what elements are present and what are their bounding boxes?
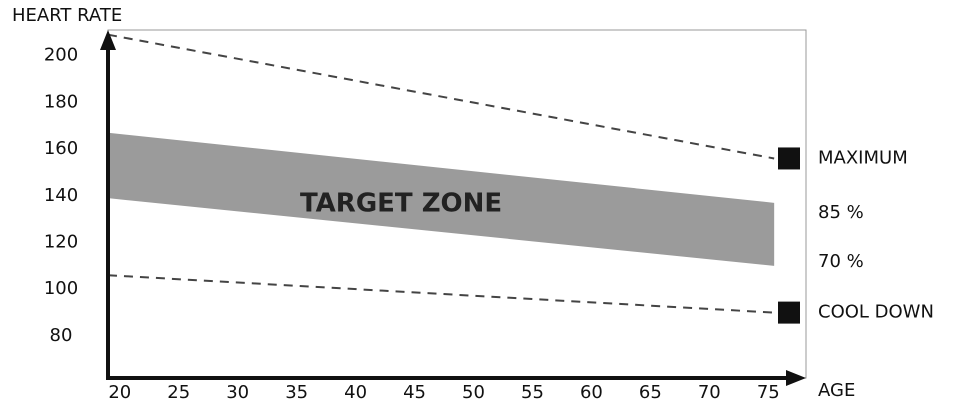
x-tick-label: 75 <box>757 382 780 403</box>
x-tick-label: 60 <box>580 382 603 403</box>
x-tick-label: 40 <box>344 382 367 403</box>
band-upper-label: 85 % <box>818 202 864 223</box>
x-tick-label: 55 <box>521 382 544 403</box>
x-tick-label: 35 <box>285 382 308 403</box>
band-lower-label: 70 % <box>818 251 864 272</box>
y-tick-label: 160 <box>44 138 78 159</box>
target-zone <box>108 132 775 266</box>
x-tick-label: 70 <box>698 382 721 403</box>
legend-marker <box>778 147 800 170</box>
x-tick-label: 50 <box>462 382 485 403</box>
legend-label: COOL DOWN <box>818 302 934 323</box>
legend-marker <box>778 301 800 324</box>
y-tick-label: 180 <box>44 91 78 112</box>
y-axis-label: HEART RATE <box>12 5 122 26</box>
x-tick-label: 65 <box>639 382 662 403</box>
y-axis-arrow <box>100 30 116 50</box>
y-tick-label: 200 <box>44 45 78 66</box>
series-line <box>107 274 775 314</box>
y-tick-label: 80 <box>50 325 73 346</box>
y-tick-label: 140 <box>44 185 78 206</box>
x-tick-label: 20 <box>108 382 131 403</box>
band-label: TARGET ZONE <box>300 188 502 218</box>
x-axis-arrow <box>786 370 806 386</box>
x-tick-label: 25 <box>167 382 190 403</box>
x-axis-label: AGE <box>818 380 855 401</box>
y-tick-label: 120 <box>44 232 78 253</box>
legend-label: MAXIMUM <box>818 147 908 168</box>
x-tick-label: 45 <box>403 382 426 403</box>
series-line <box>107 33 775 160</box>
x-tick-label: 30 <box>226 382 249 403</box>
y-tick-label: 100 <box>44 278 78 299</box>
